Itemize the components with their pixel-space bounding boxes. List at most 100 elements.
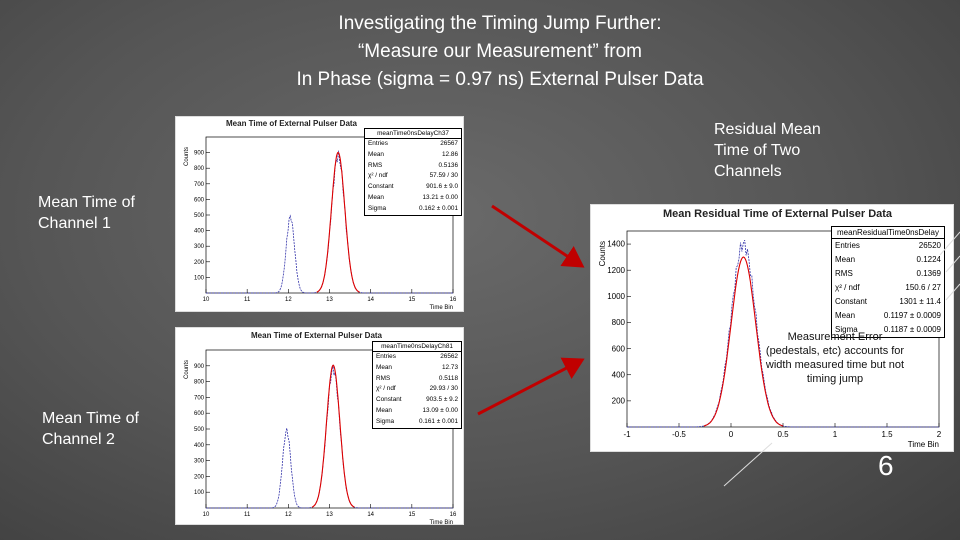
y-axis-label: Counts xyxy=(184,147,190,166)
stats-value: 13.09 ± 0.00 xyxy=(422,406,459,414)
stats-rows: Entries 26567 Mean 12.86 RMS 0.5136 χ² / ndf 57… xyxy=(365,139,461,215)
stats-key: RMS xyxy=(368,161,383,169)
x-tick-label: 1.5 xyxy=(881,430,893,439)
stats-name: meanTime0nsDelayCh37 xyxy=(365,129,461,139)
stats-value: 57.59 / 30 xyxy=(429,172,458,180)
x-tick-label: 15 xyxy=(408,512,415,518)
stats-value: 0.162 ± 0.001 xyxy=(418,204,458,212)
y-tick-label: 400 xyxy=(612,370,626,379)
x-axis-label: Time Bin xyxy=(430,305,453,311)
x-tick-label: 12 xyxy=(285,297,292,303)
y-tick-label: 800 xyxy=(194,380,205,386)
chart-title: Mean Time of External Pulser Data xyxy=(251,331,383,340)
x-tick-label: 15 xyxy=(408,297,415,303)
x-tick-label: -0.5 xyxy=(672,430,686,439)
note-line: (pedestals, etc) accounts for xyxy=(765,345,905,357)
gaussian-fit-line xyxy=(703,256,784,427)
stats-key: Mean xyxy=(368,150,384,158)
y-tick-label: 1000 xyxy=(607,292,625,301)
label-line: Channels xyxy=(714,163,782,180)
note-line: timing jump xyxy=(806,373,864,385)
chart-title: Mean Residual Time of External Pulser Da… xyxy=(663,208,893,220)
stats-key: Entries xyxy=(835,241,860,250)
stats-rows: Entries 26562 Mean 12.73 RMS 0.5118 χ² / ndf 29… xyxy=(373,352,461,428)
stats-key: χ² / ndf xyxy=(835,283,860,292)
stats-value: 0.1224 xyxy=(916,255,941,264)
x-tick-label: 10 xyxy=(203,512,210,518)
y-axis-label: Counts xyxy=(598,241,607,266)
stats-key: Mean xyxy=(835,311,856,320)
label-channel-1: Mean Time of Channel 1 xyxy=(38,192,135,234)
title-line: In Phase (sigma = 0.97 ns) External Puls… xyxy=(296,69,704,90)
stats-key: Entries xyxy=(376,353,396,360)
y-tick-label: 700 xyxy=(194,182,205,188)
x-tick-label: 10 xyxy=(203,297,210,303)
stats-value: 1301 ± 11.4 xyxy=(899,297,941,306)
histogram-channel-1-svg: 10 11 12 13 14 15 16 100 200 300 400 500 600 700 800 90… xyxy=(184,136,457,311)
x-tick-label: 16 xyxy=(450,512,457,518)
y-tick-label: 800 xyxy=(612,318,626,327)
stats-value: 26562 xyxy=(440,353,458,360)
stats-row: Mean 0.1197 ± 0.0009 xyxy=(832,309,944,323)
x-tick-label: 11 xyxy=(244,297,251,303)
gaussian-fit-line xyxy=(316,151,360,293)
x-axis-label: Time Bin xyxy=(908,440,939,449)
stats-value: 12.86 xyxy=(442,150,458,158)
stats-key: Mean xyxy=(376,363,392,371)
stats-key: Mean xyxy=(376,406,392,414)
stats-value: 0.1197 ± 0.0009 xyxy=(883,311,941,320)
y-tick-label: 600 xyxy=(194,411,205,417)
histogram-channel-1: 10 11 12 13 14 15 16 100 200 300 400 500 600 700 800 90… xyxy=(175,116,464,312)
stats-key: Sigma xyxy=(835,325,858,334)
stats-row: Mean 12.86 xyxy=(365,150,461,161)
histogram-channel-2-svg: 10 11 12 13 14 15 16 100 200 300 400 500 600 700 800 90… xyxy=(184,349,457,524)
stats-value: 26567 xyxy=(440,140,458,147)
stats-value: 0.1369 xyxy=(916,269,941,278)
label-line: Channel 2 xyxy=(42,431,115,448)
y-tick-label: 300 xyxy=(194,244,205,250)
label-line: Time of Two xyxy=(714,142,801,159)
stats-row: Mean 13.21 ± 0.00 xyxy=(365,193,461,204)
page-number: 6 xyxy=(878,450,894,481)
label-line: Residual Mean xyxy=(714,121,821,138)
chart-title: Mean Time of External Pulser Data xyxy=(226,119,358,128)
stats-row: χ² / ndf 57.59 / 30 xyxy=(365,171,461,182)
stats-name: meanTime0nsDelayCh81 xyxy=(373,342,461,352)
stats-value: 901.6 ± 9.0 xyxy=(426,183,458,191)
stats-row: Sigma 0.162 ± 0.001 xyxy=(365,204,461,215)
y-tick-label: 500 xyxy=(194,213,205,219)
y-tick-label: 200 xyxy=(194,260,205,266)
y-axis-label: Counts xyxy=(184,360,190,379)
note-line: Measurement Error xyxy=(787,331,883,343)
measurement-error-note: Measurement Error (pedestals, etc) accou… xyxy=(756,330,914,386)
stats-row: Mean 13.09 ± 0.00 xyxy=(373,406,461,417)
x-tick-label: 14 xyxy=(367,512,374,518)
stats-key: Constant xyxy=(835,297,868,306)
x-tick-label: -1 xyxy=(623,430,631,439)
label-residual: Residual Mean Time of Two Channels xyxy=(714,119,821,182)
y-tick-label: 800 xyxy=(194,166,205,172)
x-tick-label: 2 xyxy=(937,430,942,439)
y-tick-label: 500 xyxy=(194,427,205,433)
stats-row: RMS 0.5136 xyxy=(365,161,461,172)
stats-name: meanResidualTime0nsDelay xyxy=(832,227,944,239)
x-tick-label: 0.5 xyxy=(777,430,789,439)
stats-row: Mean 12.73 xyxy=(373,363,461,374)
stats-box: meanTime0nsDelayCh37 Entries 26567 Mean 12.… xyxy=(364,128,462,216)
note-line: width measured time but not xyxy=(765,359,905,371)
y-tick-label: 100 xyxy=(194,490,205,496)
y-tick-label: 900 xyxy=(194,151,205,157)
stats-key: Mean xyxy=(368,193,384,201)
y-tick-label: 200 xyxy=(194,474,205,480)
stats-value: 29.93 / 30 xyxy=(429,385,458,393)
histogram-channel-2: 10 11 12 13 14 15 16 100 200 300 400 500 600 700 800 90… xyxy=(175,327,464,525)
y-tick-label: 200 xyxy=(612,397,626,406)
stats-value: 0.1187 ± 0.0009 xyxy=(883,325,941,334)
stats-box: meanResidualTime0nsDelay Entries 26520 Mea… xyxy=(831,226,945,338)
title-line: “Measure our Measurement” from xyxy=(357,41,643,62)
stats-key: χ² / ndf xyxy=(376,385,396,393)
stats-value: 903.5 ± 9.2 xyxy=(426,396,458,404)
stats-row: Sigma 0.1187 ± 0.0009 xyxy=(832,323,944,337)
stats-key: Constant xyxy=(376,396,402,404)
y-tick-label: 100 xyxy=(194,275,205,281)
